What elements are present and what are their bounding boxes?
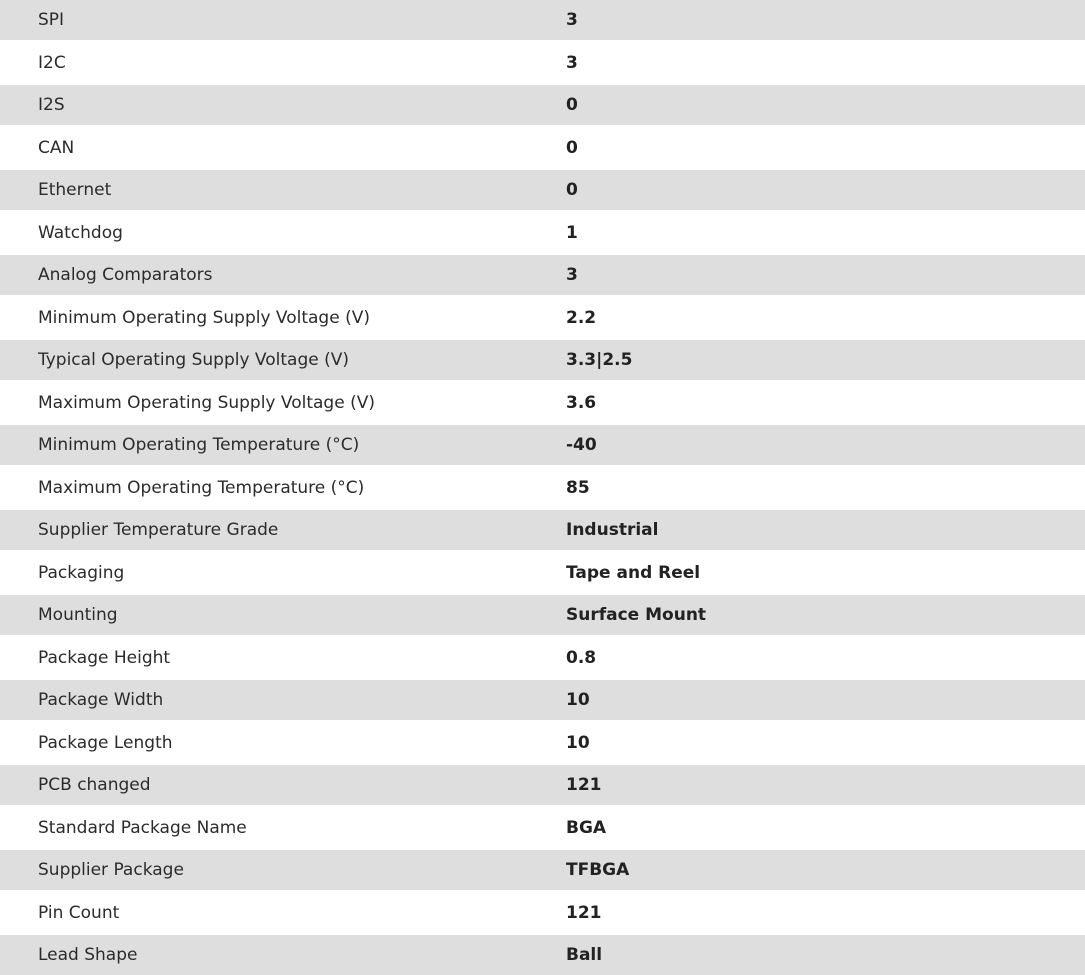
table-row: Maximum Operating Temperature (°C) 85 [0, 465, 1085, 510]
spec-value: 3 [566, 265, 578, 285]
table-row: Pin Count 121 [0, 890, 1085, 935]
spec-value: Surface Mount [566, 605, 707, 625]
table-row: SPI 3 [0, 0, 1085, 40]
table-row: Packaging Tape and Reel [0, 550, 1085, 595]
table-row: Mounting Surface Mount [0, 595, 1085, 635]
table-row: Standard Package Name BGA [0, 805, 1085, 850]
spec-label: Ethernet [38, 180, 112, 200]
table-row: Ethernet 0 [0, 170, 1085, 210]
spec-label: Analog Comparators [38, 265, 213, 285]
spec-label: PCB changed [38, 775, 151, 795]
spec-value: 0 [566, 137, 578, 158]
spec-value: 2.2 [566, 307, 597, 328]
spec-value: Industrial [566, 520, 659, 540]
spec-label: Packaging [38, 562, 125, 583]
spec-value: 0.8 [566, 647, 597, 668]
spec-label: Supplier Package [38, 860, 184, 880]
spec-value: Tape and Reel [566, 562, 701, 583]
table-row: Package Height 0.8 [0, 635, 1085, 680]
spec-label: CAN [38, 137, 75, 158]
spec-label: I2S [38, 95, 65, 115]
spec-label: Package Width [38, 690, 164, 710]
spec-value: 10 [566, 690, 590, 710]
table-row: Package Length 10 [0, 720, 1085, 765]
spec-label: Standard Package Name [38, 817, 247, 838]
table-row: Package Width 10 [0, 680, 1085, 720]
spec-label: Lead Shape [38, 945, 138, 965]
spec-label: Minimum Operating Supply Voltage (V) [38, 307, 370, 328]
table-row: Typical Operating Supply Voltage (V) 3.3|… [0, 340, 1085, 380]
spec-label: SPI [38, 10, 65, 30]
spec-value: 85 [566, 477, 590, 498]
table-row: Supplier Package TFBGA [0, 850, 1085, 890]
spec-value: 3 [566, 10, 578, 30]
spec-value: 3.3|2.5 [566, 350, 633, 370]
spec-value: BGA [566, 817, 607, 838]
spec-label: Watchdog [38, 222, 123, 243]
spec-value: 121 [566, 902, 602, 923]
table-row: Maximum Operating Supply Voltage (V) 3.6 [0, 380, 1085, 425]
table-row: Minimum Operating Temperature (°C) -40 [0, 425, 1085, 465]
spec-value: -40 [566, 435, 597, 455]
spec-value: 121 [566, 775, 602, 795]
spec-value: Ball [566, 945, 603, 965]
spec-label: Typical Operating Supply Voltage (V) [38, 350, 349, 370]
spec-value: 0 [566, 95, 578, 115]
table-row: I2C 3 [0, 40, 1085, 85]
spec-value: TFBGA [566, 860, 630, 880]
spec-value: 3 [566, 52, 578, 73]
spec-label: Supplier Temperature Grade [38, 520, 279, 540]
spec-value: 1 [566, 222, 578, 243]
table-row: Watchdog 1 [0, 210, 1085, 255]
table-row: CAN 0 [0, 125, 1085, 170]
spec-value: 10 [566, 732, 590, 753]
spec-value: 3.6 [566, 392, 597, 413]
table-row: Minimum Operating Supply Voltage (V) 2.2 [0, 295, 1085, 340]
spec-label: Maximum Operating Temperature (°C) [38, 477, 365, 498]
table-row: Lead Shape Ball [0, 935, 1085, 975]
spec-value: 0 [566, 180, 578, 200]
table-row: I2S 0 [0, 85, 1085, 125]
table-row: Supplier Temperature Grade Industrial [0, 510, 1085, 550]
table-row: Analog Comparators 3 [0, 255, 1085, 295]
spec-label: Minimum Operating Temperature (°C) [38, 435, 360, 455]
table-row: PCB changed 121 [0, 765, 1085, 805]
spec-label: Package Length [38, 732, 173, 753]
spec-label: Maximum Operating Supply Voltage (V) [38, 392, 375, 413]
spec-label: I2C [38, 52, 66, 73]
spec-label: Package Height [38, 647, 171, 668]
spec-label: Mounting [38, 605, 118, 625]
spec-label: Pin Count [38, 902, 120, 923]
